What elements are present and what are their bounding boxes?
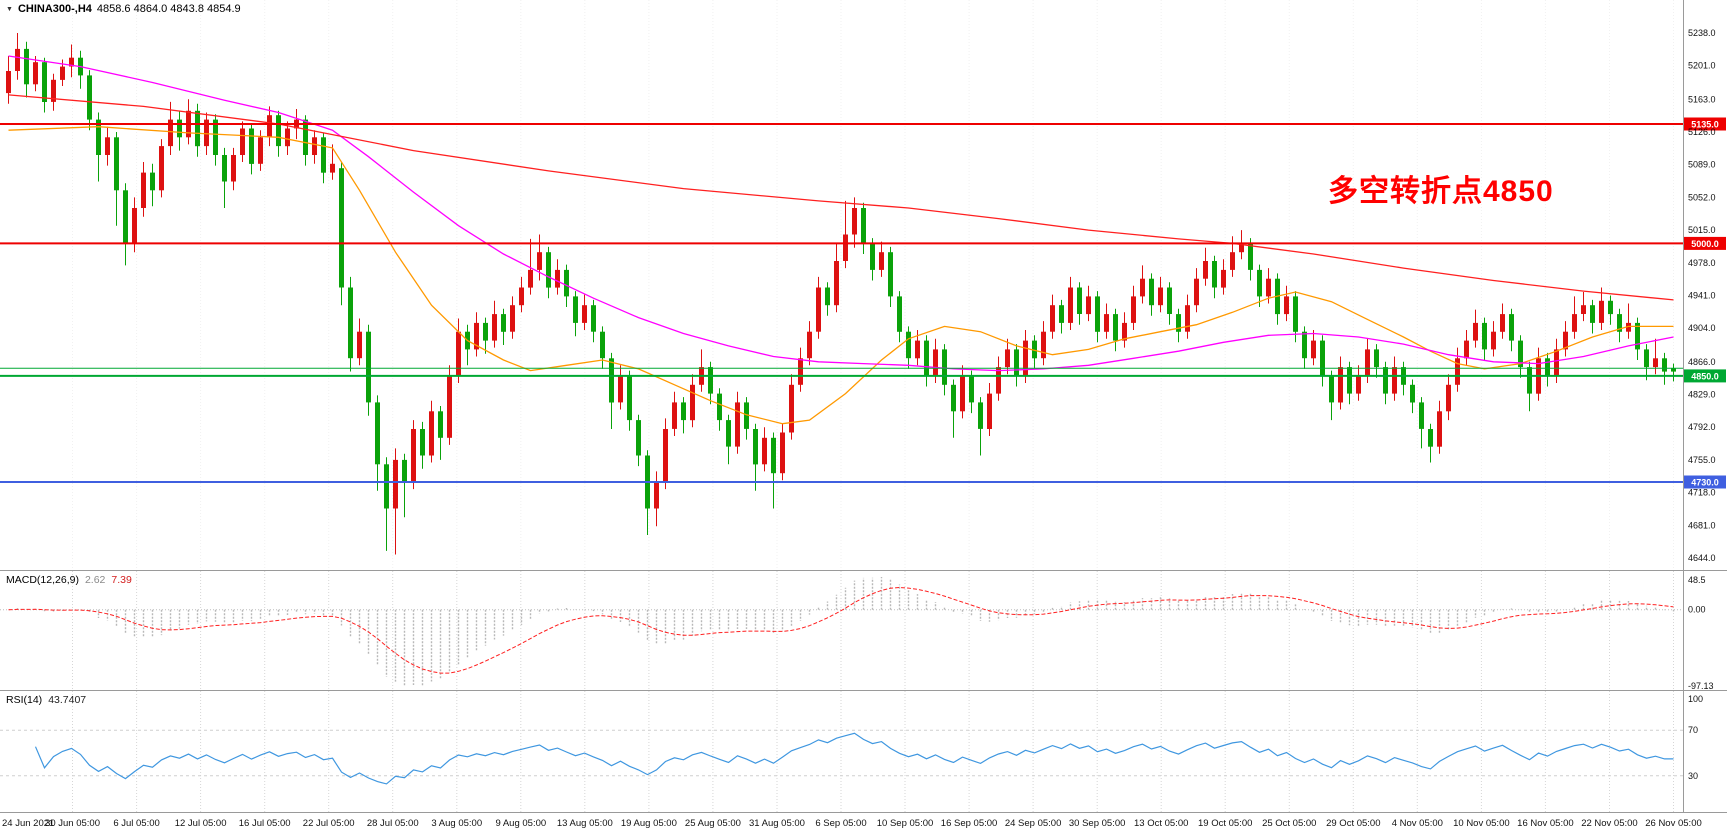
time-axis-label: 29 Oct 05:00 — [1326, 818, 1381, 829]
price-line-tag: 5000.0 — [1691, 239, 1719, 249]
time-axis-label: 25 Aug 05:00 — [684, 818, 741, 829]
price-axis-label: 5126.0 — [1688, 127, 1716, 137]
rsi-indicator-label: RSI(14) 43.7407 — [6, 694, 86, 706]
rsi-value: 43.7407 — [48, 694, 87, 706]
time-axis-label: 13 Oct 05:00 — [1133, 818, 1189, 829]
price-axis-label: 5052.0 — [1688, 192, 1716, 202]
price-axis-label: 4829.0 — [1688, 390, 1716, 400]
time-axis-label: 30 Sep 05:00 — [1068, 818, 1126, 829]
time-axis-label: 10 Nov 05:00 — [1453, 818, 1510, 829]
price-axis-label: 4978.0 — [1688, 258, 1716, 268]
time-axis-label: 22 Nov 05:00 — [1581, 818, 1638, 829]
time-axis-label: 31 Aug 05:00 — [748, 818, 805, 829]
price-axis-label: 4904.0 — [1688, 323, 1716, 333]
time-axis-label: 24 Sep 05:00 — [1004, 818, 1062, 829]
time-axis-label: 4 Nov 05:00 — [1391, 818, 1443, 829]
time-axis-label: 25 Oct 05:00 — [1262, 818, 1317, 829]
time-axis-label: 16 Jul 05:00 — [238, 818, 291, 829]
time-axis-label: 19 Aug 05:00 — [620, 818, 677, 829]
price-axis-label: 5201.0 — [1688, 61, 1716, 71]
ma-slow-red — [8, 94, 1674, 301]
price-axis-label: 4792.0 — [1688, 422, 1716, 432]
time-axis-label: 16 Sep 05:00 — [940, 818, 998, 829]
separators-layer — [0, 0, 1727, 813]
price-line-tag: 4850.0 — [1691, 371, 1719, 381]
time-axis-label: 3 Aug 05:00 — [431, 818, 483, 829]
chart-title-bar: ▼ CHINA300-,H4 4858.6 4864.0 4843.8 4854… — [6, 3, 241, 15]
price-line-tag: 5135.0 — [1691, 120, 1719, 130]
macd-label-text: MACD(12,26,9) — [6, 574, 79, 586]
macd-axis-label: -97.13 — [1688, 681, 1714, 691]
price-axis-label: 4866.0 — [1688, 357, 1716, 367]
macd-axis-label: 48.5 — [1688, 575, 1706, 585]
time-axis-label: 22 Jul 05:00 — [302, 818, 355, 829]
rsi-layer: 100 70 30 — [0, 694, 1703, 785]
price-axis-layer: 5238.0 5201.0 5163.0 5126.0 5089.0 5052.0 5015… — [1688, 28, 1716, 563]
time-axis-label: 13 Aug 05:00 — [556, 818, 613, 829]
time-axis-label: 12 Jul 05:00 — [174, 818, 227, 829]
symbol-period-label: CHINA300-,H4 — [17, 3, 92, 15]
macd-axis-label: 0.00 — [1688, 605, 1706, 615]
time-axis-label: 28 Jul 05:00 — [366, 818, 419, 829]
price-axis-label: 4681.0 — [1688, 520, 1716, 530]
time-axis-label: 24 Jun 2021 — [2, 818, 55, 829]
macd-signal-value: 7.39 — [111, 574, 132, 586]
time-axis-label: 30 Jun 05:00 — [45, 818, 100, 829]
price-axis-label: 4941.0 — [1688, 291, 1716, 301]
ma-medium-magenta — [8, 55, 1674, 372]
time-axis-label: 10 Sep 05:00 — [876, 818, 934, 829]
time-axis-label: 19 Oct 05:00 — [1198, 818, 1253, 829]
macd-layer: 48.5 0.00 -97.13 — [0, 575, 1714, 691]
price-axis-label: 5163.0 — [1688, 94, 1716, 104]
price-axis-label: 5089.0 — [1688, 160, 1716, 170]
price-axis-label: 4718.0 — [1688, 488, 1716, 498]
time-axis-label: 9 Aug 05:00 — [495, 818, 547, 829]
price-line-tag: 4730.0 — [1691, 478, 1719, 488]
time-axis[interactable]: 24 Jun 2021 30 Jun 05:00 6 Jul 05:00 12 Jul… — [0, 815, 1702, 837]
macd-indicator-label: MACD(12,26,9) 2.62 7.39 — [6, 574, 132, 586]
time-axis-label: 26 Nov 05:00 — [1645, 818, 1702, 829]
rsi-axis-label: 30 — [1688, 771, 1698, 781]
time-axis-label: 6 Jul 05:00 — [113, 818, 160, 829]
price-axis-label: 5238.0 — [1688, 28, 1716, 38]
chart-annotation: 多空转折点4850 — [1328, 175, 1554, 208]
moving-averages-layer — [8, 55, 1674, 425]
price-axis-label: 5015.0 — [1688, 225, 1716, 235]
time-axis-label: 16 Nov 05:00 — [1517, 818, 1574, 829]
ohlc-values: 4858.6 4864.0 4843.8 4854.9 — [96, 3, 241, 15]
rsi-axis-label: 100 — [1688, 694, 1703, 704]
time-axis-label: 6 Sep 05:00 — [815, 818, 867, 829]
price-axis-label: 4755.0 — [1688, 455, 1716, 465]
rsi-label-text: RSI(14) — [6, 694, 43, 706]
rsi-axis-label: 70 — [1688, 725, 1698, 735]
price-axis-label: 4644.0 — [1688, 553, 1716, 563]
macd-main-value: 2.62 — [84, 574, 106, 586]
hlines-layer: 5135.0 5000.0 4850.0 4730.0 — [0, 117, 1726, 489]
symbol-dropdown-icon[interactable]: ▼ — [6, 5, 13, 13]
